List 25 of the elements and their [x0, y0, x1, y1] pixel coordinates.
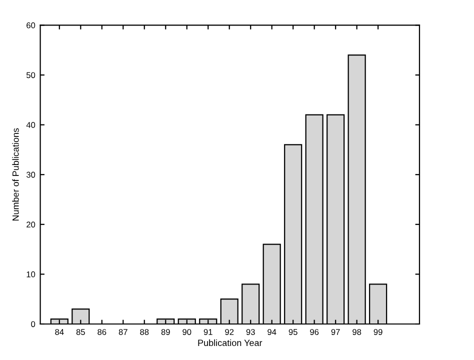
y-tick-label: 40 — [26, 122, 36, 128]
x-tick-label: 90 — [182, 329, 192, 335]
x-tick-label: 91 — [204, 329, 212, 335]
x-tick-label: 84 — [55, 329, 64, 335]
y-tick-label: 10 — [26, 271, 36, 278]
x-tick-label: 92 — [225, 329, 234, 335]
y-tick-label: 60 — [26, 22, 36, 28]
x-tick-label: 86 — [98, 329, 106, 335]
y-tick-label: 20 — [26, 222, 36, 228]
y-tick-label: 0 — [31, 321, 36, 328]
x-tick-label: 99 — [374, 329, 382, 335]
x-tick-label: 97 — [331, 329, 340, 335]
x-tick-label: 94 — [268, 329, 276, 335]
x-tick-label: 89 — [161, 329, 170, 335]
y-tick-label: 50 — [26, 72, 36, 78]
x-tick-label: 96 — [310, 329, 319, 335]
y-tick-label: 30 — [26, 172, 36, 178]
y-axis-title: Number of Publications — [12, 128, 19, 221]
x-tick-label: 87 — [118, 329, 128, 335]
x-tick-label: 85 — [76, 329, 85, 335]
x-tick-label: 93 — [246, 329, 255, 335]
x-tick-label: 95 — [288, 329, 298, 335]
x-axis-title: Publication Year — [198, 339, 262, 346]
x-tick-label: 98 — [352, 329, 362, 335]
x-tick-label: 88 — [140, 329, 149, 335]
